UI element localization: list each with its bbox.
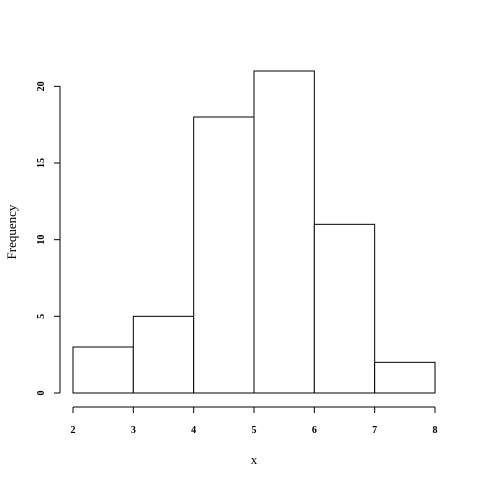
x-tick-label-2: 2 [71,425,76,436]
x-tick-label-8: 8 [433,425,438,436]
y-tick-label-20: 20 [36,81,47,91]
bars-group [72,70,436,394]
y-axis: 0 5 10 15 20 [36,81,61,396]
y-axis-title: Frequency [4,204,19,259]
histogram-bar-2 [132,315,195,394]
y-tick-label-10: 10 [36,235,47,245]
histogram-bar-3 [193,116,255,394]
x-tick-label-6: 6 [312,425,317,436]
x-tick-label-5: 5 [252,425,257,436]
y-tick-label-0: 0 [36,391,47,396]
histogram-bar-5 [313,223,376,394]
x-tick-label-3: 3 [131,425,136,436]
y-tick-label-5: 5 [36,314,47,319]
x-tick-label-4: 4 [191,425,196,436]
x-axis-title: x [251,452,258,467]
histogram-bar-4 [253,70,315,394]
histogram-bar-1 [72,346,134,394]
x-tick-label-7: 7 [372,425,377,436]
x-axis: 2 3 4 5 6 7 8 [71,406,438,436]
y-tick-label-15: 15 [36,158,47,168]
histogram-bar-6 [374,361,436,394]
